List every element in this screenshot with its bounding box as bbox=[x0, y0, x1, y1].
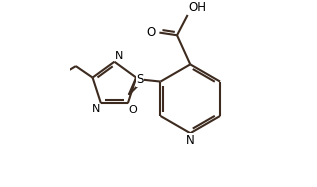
Text: OH: OH bbox=[189, 1, 206, 13]
Text: N: N bbox=[92, 104, 100, 114]
Text: N: N bbox=[186, 134, 195, 147]
Text: O: O bbox=[146, 26, 156, 39]
Text: S: S bbox=[136, 73, 144, 86]
Text: O: O bbox=[129, 105, 138, 115]
Text: N: N bbox=[115, 51, 124, 61]
